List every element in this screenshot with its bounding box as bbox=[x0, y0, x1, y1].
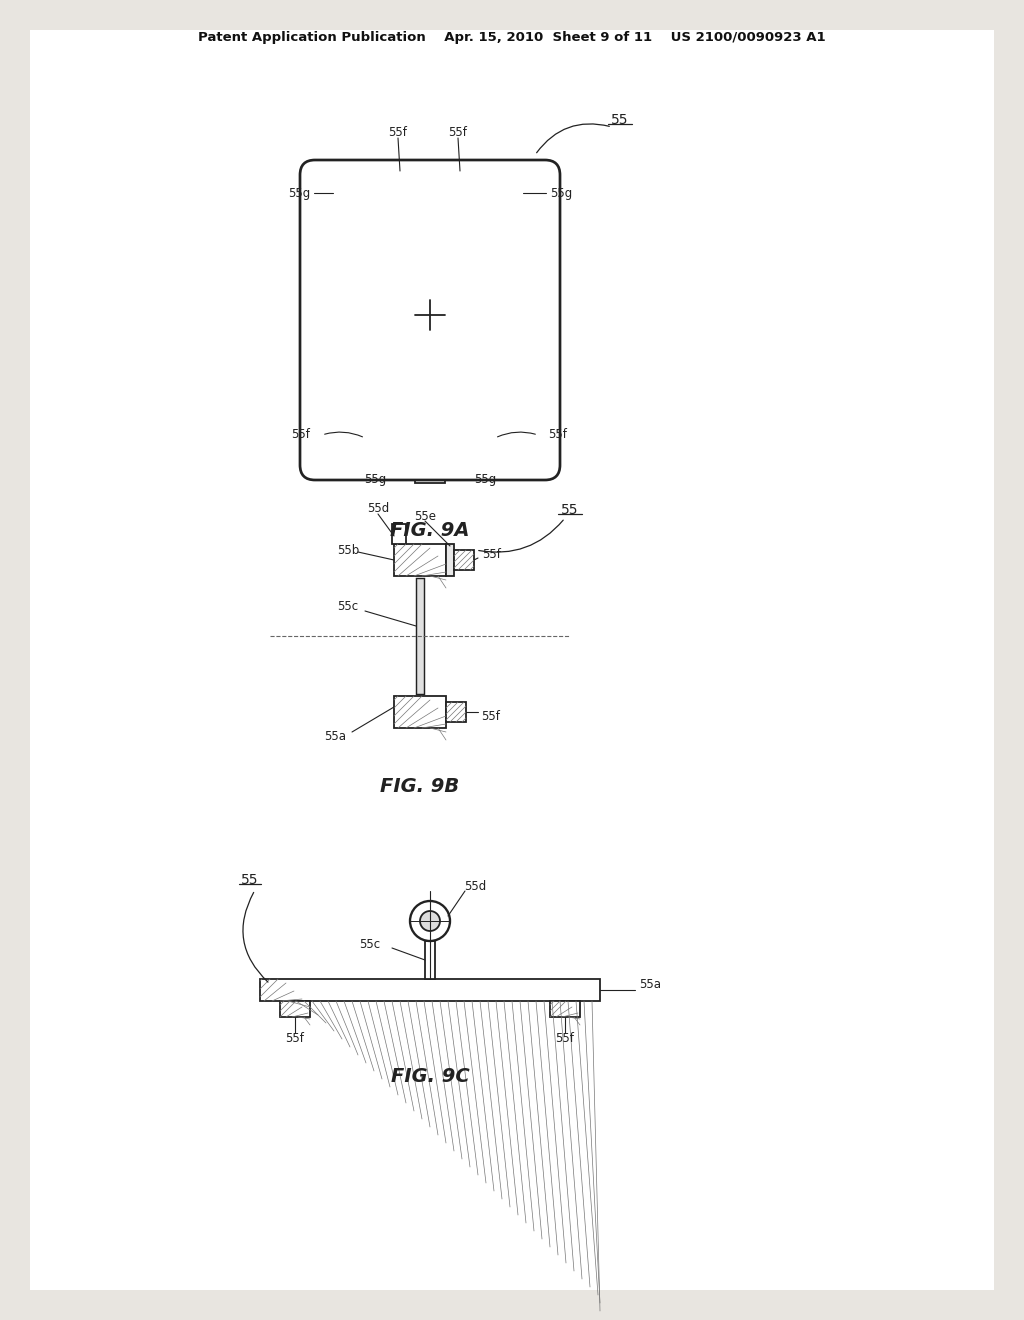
Text: FIG. 9C: FIG. 9C bbox=[391, 1068, 469, 1086]
Text: 55: 55 bbox=[242, 873, 259, 887]
Bar bbox=[446, 544, 454, 576]
Circle shape bbox=[462, 447, 478, 463]
Text: 55g: 55g bbox=[364, 474, 386, 487]
Circle shape bbox=[451, 174, 469, 191]
Bar bbox=[446, 702, 466, 722]
Circle shape bbox=[410, 902, 450, 941]
Text: 55f: 55f bbox=[291, 429, 310, 441]
Text: 55f: 55f bbox=[548, 429, 567, 441]
Circle shape bbox=[337, 185, 353, 201]
Text: Patent Application Publication    Apr. 15, 2010  Sheet 9 of 11    US 2100/009092: Patent Application Publication Apr. 15, … bbox=[199, 32, 825, 45]
Bar bbox=[394, 696, 446, 729]
FancyBboxPatch shape bbox=[300, 160, 560, 480]
Text: 55d: 55d bbox=[464, 879, 486, 892]
Text: 55f: 55f bbox=[556, 1032, 574, 1045]
Text: 55f: 55f bbox=[449, 127, 467, 140]
Circle shape bbox=[487, 185, 503, 201]
Bar bbox=[355, 222, 505, 407]
Text: 55: 55 bbox=[611, 114, 629, 127]
Text: 55g: 55g bbox=[288, 186, 310, 199]
Bar bbox=[425, 941, 435, 979]
Text: 55f: 55f bbox=[482, 549, 502, 561]
Circle shape bbox=[486, 432, 504, 449]
Text: 55: 55 bbox=[561, 503, 579, 517]
Bar bbox=[392, 524, 406, 544]
Bar bbox=[360, 227, 500, 403]
Circle shape bbox=[382, 447, 398, 463]
Text: 55g: 55g bbox=[474, 474, 496, 487]
Text: FIG. 9A: FIG. 9A bbox=[390, 520, 470, 540]
Text: 55c: 55c bbox=[358, 939, 380, 952]
Text: 55a: 55a bbox=[324, 730, 346, 743]
Bar bbox=[454, 550, 474, 570]
Bar bbox=[394, 544, 446, 576]
Text: 55f: 55f bbox=[481, 710, 501, 723]
Bar bbox=[260, 979, 600, 1001]
Bar bbox=[280, 1001, 310, 1016]
Bar bbox=[416, 578, 424, 694]
Text: 55e: 55e bbox=[414, 510, 436, 523]
Text: FIG. 9B: FIG. 9B bbox=[380, 777, 460, 796]
Circle shape bbox=[356, 432, 374, 449]
Text: 55c: 55c bbox=[338, 599, 358, 612]
Circle shape bbox=[507, 185, 523, 201]
Text: 55a: 55a bbox=[639, 978, 662, 991]
Text: 55g: 55g bbox=[550, 186, 572, 199]
Text: 55f: 55f bbox=[286, 1032, 304, 1045]
Circle shape bbox=[391, 174, 409, 191]
Text: 55b: 55b bbox=[337, 544, 359, 557]
Text: 55d: 55d bbox=[367, 503, 389, 516]
Text: 55f: 55f bbox=[388, 127, 408, 140]
Bar bbox=[415, 465, 445, 483]
Circle shape bbox=[357, 185, 373, 201]
Circle shape bbox=[420, 911, 440, 931]
Bar bbox=[550, 1001, 580, 1016]
